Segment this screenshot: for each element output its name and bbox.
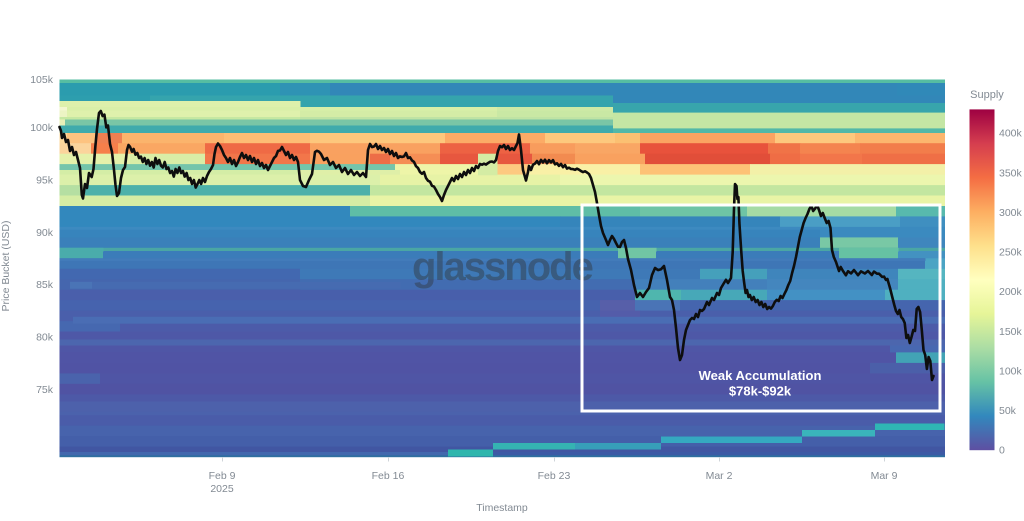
svg-text:Supply: Supply	[970, 89, 1004, 101]
svg-text:400k: 400k	[999, 128, 1023, 140]
svg-text:Feb 16: Feb 16	[372, 470, 405, 482]
svg-text:90k: 90k	[36, 227, 54, 239]
svg-text:Feb 23: Feb 23	[538, 470, 571, 482]
svg-text:75k: 75k	[36, 384, 54, 396]
svg-text:95k: 95k	[36, 175, 54, 187]
svg-text:Feb 9: Feb 9	[209, 470, 236, 482]
svg-text:0: 0	[999, 445, 1005, 457]
svg-text:Mar 2: Mar 2	[706, 470, 733, 482]
svg-text:$78k-$92k: $78k-$92k	[729, 384, 792, 399]
svg-text:300k: 300k	[999, 207, 1023, 219]
svg-text:105k: 105k	[30, 74, 54, 86]
svg-text:85k: 85k	[36, 279, 54, 291]
svg-text:100k: 100k	[30, 122, 54, 134]
svg-text:Price Bucket (USD): Price Bucket (USD)	[0, 220, 12, 311]
svg-text:Mar 9: Mar 9	[871, 470, 898, 482]
svg-text:250k: 250k	[999, 247, 1023, 259]
svg-text:50k: 50k	[999, 405, 1017, 417]
svg-text:200k: 200k	[999, 286, 1023, 298]
svg-text:100k: 100k	[999, 366, 1023, 378]
svg-text:Weak Accumulation: Weak Accumulation	[699, 368, 822, 383]
svg-text:2025: 2025	[210, 483, 234, 495]
svg-text:150k: 150k	[999, 326, 1023, 338]
svg-text:glassnode: glassnode	[412, 245, 593, 289]
svg-text:80k: 80k	[36, 332, 54, 344]
svg-text:Timestamp: Timestamp	[476, 502, 528, 514]
svg-text:350k: 350k	[999, 167, 1023, 179]
